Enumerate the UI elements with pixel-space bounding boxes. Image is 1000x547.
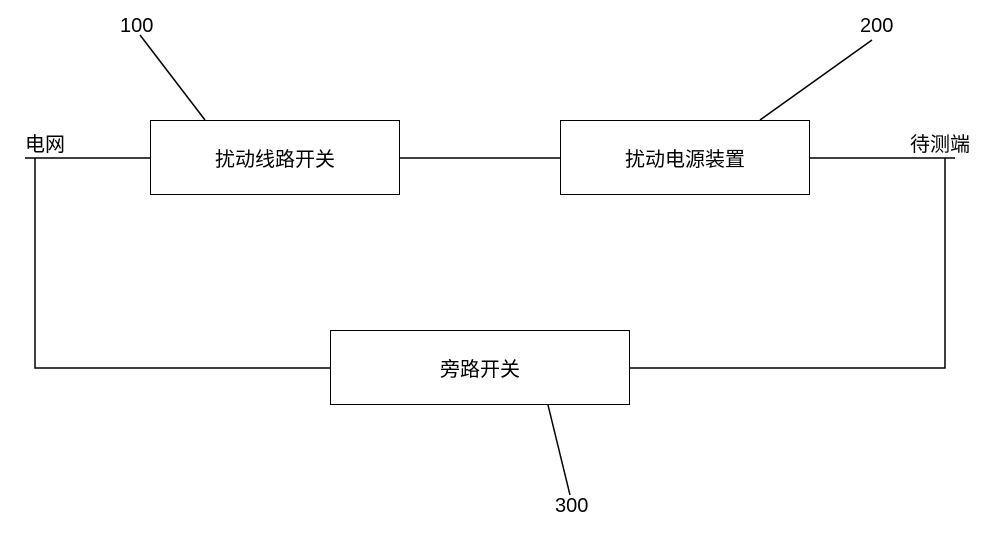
node-bypass-switch: 旁路开关 <box>330 330 630 405</box>
ref-label-100: 100 <box>120 15 153 38</box>
node-label: 扰动线路开关 <box>215 143 335 172</box>
node-label: 旁路开关 <box>440 353 520 382</box>
node-disturbance-line-switch: 扰动线路开关 <box>150 120 400 195</box>
diagram-canvas: 扰动线路开关 100 扰动电源装置 200 旁路开关 300 电网 待测端 <box>0 0 1000 547</box>
terminal-right-label: 待测端 <box>910 128 970 157</box>
node-disturbance-power-device: 扰动电源装置 <box>560 120 810 195</box>
terminal-left-label: 电网 <box>25 128 65 157</box>
diagram-wires <box>0 0 1000 547</box>
ref-label-300: 300 <box>555 495 588 518</box>
node-label: 扰动电源装置 <box>625 143 745 172</box>
ref-label-200: 200 <box>860 15 893 38</box>
